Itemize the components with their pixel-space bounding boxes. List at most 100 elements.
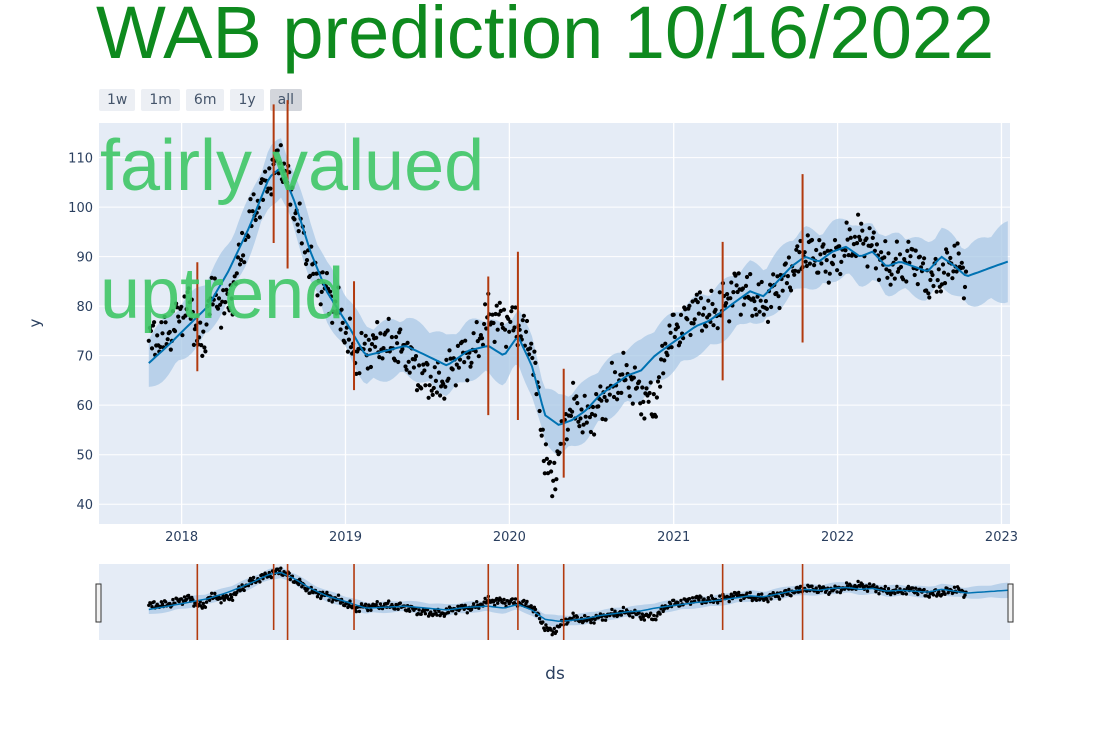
actual-point <box>729 280 734 285</box>
slider-point <box>612 614 616 618</box>
range-button-all[interactable]: all <box>269 89 303 111</box>
actual-point <box>492 339 497 344</box>
actual-point <box>630 401 635 406</box>
actual-point <box>888 282 893 287</box>
slider-point <box>378 602 383 606</box>
slider-point <box>204 600 209 604</box>
actual-point <box>823 269 828 274</box>
range-button-1m[interactable]: 1m <box>141 89 180 111</box>
x-tick-label: 2020 <box>493 530 526 545</box>
main-plot[interactable]: 40 50 60 70 80 90 100 110 2018 2019 2020 2021 2022 20… <box>68 100 1018 545</box>
actual-point <box>192 327 197 332</box>
actual-point <box>715 326 720 331</box>
actual-point <box>609 360 615 365</box>
actual-point <box>922 256 927 261</box>
actual-point <box>604 398 609 403</box>
actual-point <box>314 271 319 276</box>
actual-point <box>603 417 608 422</box>
actual-point <box>539 433 544 438</box>
actual-point <box>655 379 661 384</box>
range-button-1w[interactable]: 1w <box>99 89 136 111</box>
actual-point <box>328 289 333 294</box>
actual-point <box>304 258 310 263</box>
slider-point <box>550 633 554 637</box>
actual-point <box>395 341 400 346</box>
actual-point <box>809 237 815 243</box>
slider-point <box>387 599 391 603</box>
actual-point <box>669 345 674 350</box>
slider-point <box>600 618 605 622</box>
slider-point <box>437 609 441 613</box>
range-button-6m[interactable]: 6m <box>185 89 225 111</box>
actual-point <box>530 355 535 361</box>
actual-point <box>687 303 692 308</box>
actual-point <box>602 394 607 400</box>
actual-point <box>938 289 944 294</box>
slider-handle-left[interactable] <box>95 583 102 623</box>
actual-point <box>496 312 501 317</box>
actual-point <box>483 302 488 307</box>
actual-point <box>554 477 559 482</box>
slider-point <box>315 595 320 599</box>
slider-point <box>160 602 165 606</box>
actual-point <box>852 234 858 239</box>
slider-point <box>927 595 931 599</box>
actual-point <box>755 294 760 299</box>
actual-point <box>534 392 539 397</box>
actual-point <box>324 271 329 276</box>
slider-handle-right[interactable] <box>1007 583 1014 623</box>
actual-point <box>758 298 763 303</box>
actual-point <box>859 221 864 226</box>
actual-point <box>369 342 375 347</box>
actual-point <box>807 261 813 266</box>
actual-point <box>346 337 351 342</box>
actual-point <box>920 261 926 266</box>
actual-point <box>400 347 405 352</box>
actual-point <box>541 458 546 464</box>
actual-point <box>710 301 715 307</box>
actual-point <box>926 291 931 296</box>
range-button-1y[interactable]: 1y <box>230 89 264 111</box>
slider-point <box>817 584 821 588</box>
actual-point <box>499 322 504 327</box>
actual-point <box>282 168 288 174</box>
actual-point <box>221 288 226 293</box>
actual-point <box>292 217 297 222</box>
slider-point <box>865 589 870 593</box>
slider-point <box>690 596 695 600</box>
actual-point <box>763 299 769 304</box>
range-slider[interactable] <box>95 564 1014 640</box>
actual-point <box>898 264 904 270</box>
y-tick-label: 40 <box>76 498 93 513</box>
uncertainty-band <box>148 138 1008 456</box>
actual-point <box>838 271 843 277</box>
actual-point <box>520 318 525 323</box>
actual-point <box>668 330 673 335</box>
actual-point <box>454 362 459 367</box>
actual-point <box>733 273 738 278</box>
actual-point <box>260 197 266 202</box>
slider-point <box>225 594 230 599</box>
actual-point <box>871 230 876 235</box>
actual-point <box>691 321 696 326</box>
actual-point <box>235 255 240 260</box>
actual-point <box>188 316 193 321</box>
actual-point <box>696 311 702 316</box>
actual-point <box>165 337 170 342</box>
actual-point <box>598 384 603 389</box>
actual-point <box>685 317 690 322</box>
actual-point <box>856 212 861 217</box>
slider-point <box>639 617 643 621</box>
actual-point <box>908 254 913 259</box>
slider-point <box>777 597 782 601</box>
slider-point <box>687 597 692 601</box>
actual-point <box>330 320 335 325</box>
slider-point <box>230 598 235 602</box>
slider-point <box>163 600 168 604</box>
actual-point <box>288 202 293 207</box>
actual-point <box>848 235 853 240</box>
actual-point <box>269 192 274 197</box>
actual-point <box>230 312 235 317</box>
actual-point <box>731 290 736 295</box>
actual-point <box>455 343 460 348</box>
